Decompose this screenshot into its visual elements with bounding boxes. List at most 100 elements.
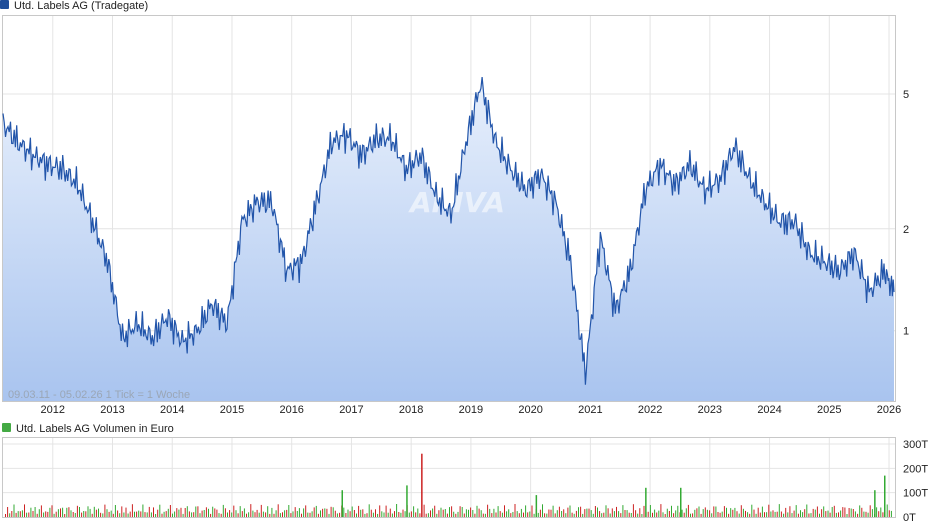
volume-bar: [751, 504, 753, 517]
volume-bar: [385, 505, 387, 517]
volume-bar: [484, 513, 486, 517]
volume-bar: [533, 513, 535, 517]
volume-bar: [396, 504, 398, 517]
volume-bar: [776, 511, 778, 517]
volume-bar: [774, 511, 776, 517]
volume-bar: [706, 509, 708, 517]
volume-bar: [683, 512, 685, 517]
volume-bar: [353, 510, 355, 517]
volume-bar: [451, 506, 453, 517]
volume-bar: [423, 504, 425, 517]
date-range-note: 09.03.11 - 05.02.26 1 Tick = 1 Woche: [8, 389, 190, 401]
volume-bar: [529, 511, 531, 517]
volume-bar: [400, 512, 402, 517]
volume-bar: [70, 510, 72, 517]
volume-bar: [15, 512, 17, 517]
volume-bar: [362, 509, 364, 517]
volume-bar: [241, 511, 243, 517]
volume-bar: [343, 507, 345, 517]
volume-bar: [687, 504, 689, 517]
volume-bar: [394, 511, 395, 517]
volume-bar: [387, 512, 389, 517]
volume-bar: [662, 512, 664, 517]
volume-bar: [658, 510, 660, 517]
volume-bar: [692, 513, 694, 517]
volume-bar: [472, 510, 474, 517]
volume-bar: [599, 511, 601, 517]
volume-bar: [231, 512, 233, 517]
volume-bar: [787, 512, 789, 517]
volume-bar: [402, 509, 404, 517]
volume-bar: [478, 508, 480, 517]
volume-bar: [91, 513, 93, 517]
volume-bar: [62, 507, 64, 517]
volume-bar: [237, 513, 239, 517]
volume-bar: [349, 511, 351, 517]
volume-gridlines: [3, 438, 895, 517]
volume-bar: [681, 509, 683, 517]
volume-bar: [110, 510, 112, 517]
volume-bar: [780, 511, 782, 517]
volume-bar-notable: [421, 453, 423, 517]
volume-bar: [182, 513, 184, 517]
volume-bar: [738, 513, 740, 517]
volume-bar: [508, 509, 510, 517]
x-tick-label: 2021: [578, 404, 602, 416]
price-y-axis: 5 2 1: [903, 89, 909, 338]
volume-bar: [307, 512, 309, 517]
volume-bar: [493, 508, 495, 517]
volume-bar: [622, 505, 624, 517]
volume-bar: [284, 510, 286, 517]
volume-bar: [715, 506, 717, 517]
volume-bar: [603, 512, 605, 517]
x-axis: 2012 2013 2014 2015 2016 2017 2018 2019 2020 2021…: [41, 404, 902, 416]
volume-bar: [415, 512, 417, 517]
volume-bar: [808, 513, 810, 517]
volume-bar: [292, 511, 294, 517]
volume-bar: [248, 512, 250, 517]
volume-bar: [286, 509, 288, 517]
volume-bar: [324, 508, 326, 517]
volume-bar: [723, 506, 725, 517]
volume-bar: [444, 509, 446, 517]
volume-bar: [637, 513, 639, 517]
volume-bar: [531, 505, 533, 517]
volume-bar: [804, 509, 806, 517]
volume-bar: [408, 512, 410, 517]
volume-bar: [43, 512, 45, 517]
x-tick-label: 2026: [877, 404, 901, 416]
volume-bar-notable: [341, 490, 343, 517]
volume-bar: [434, 505, 436, 517]
volume-bar: [601, 513, 603, 517]
volume-bar: [320, 510, 321, 517]
volume-bar: [632, 504, 634, 517]
volume-bar: [520, 508, 522, 517]
volume-bar: [821, 509, 823, 517]
volume-bar: [102, 513, 104, 517]
volume-bar: [649, 505, 651, 517]
volume-bar: [814, 509, 816, 517]
volume-bar: [159, 504, 161, 517]
volume-bar: [783, 513, 785, 517]
volume-bar: [558, 506, 560, 517]
volume-bar: [250, 504, 252, 517]
volume-bar: [453, 511, 455, 517]
volume-bar: [624, 510, 626, 517]
volume-bar: [544, 513, 546, 517]
volume-bar: [13, 504, 15, 517]
x-tick-label: 2015: [220, 404, 244, 416]
volume-bar: [789, 506, 791, 517]
volume-bar: [383, 512, 385, 517]
volume-bar: [797, 513, 799, 517]
volume-bar: [379, 505, 381, 517]
volume-bar: [81, 512, 83, 517]
volume-bar: [461, 507, 463, 517]
volume-bar: [848, 508, 850, 517]
volume-bar: [146, 512, 148, 517]
volume-bar: [233, 505, 235, 517]
volume-bar: [119, 513, 121, 517]
price-area-fill: [3, 77, 894, 401]
volume-bar: [755, 513, 757, 517]
volume-bars: [5, 453, 892, 517]
volume-y-tick-label: 100T: [903, 488, 928, 500]
